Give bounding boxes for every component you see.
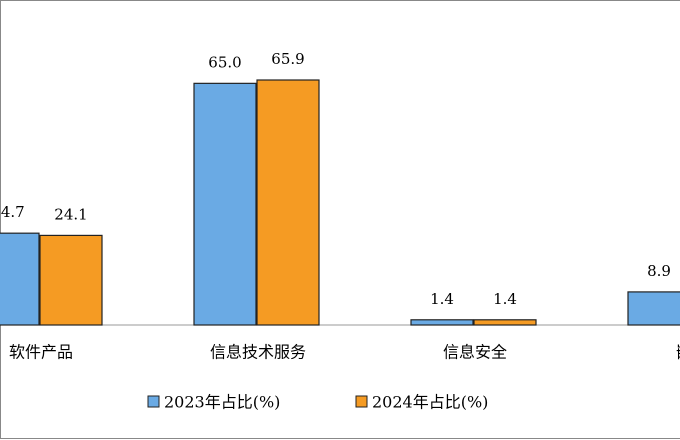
value-label: 1.4 bbox=[493, 290, 517, 308]
bar bbox=[473, 319, 537, 326]
bar bbox=[256, 79, 320, 326]
bar bbox=[0, 232, 40, 326]
value-label: 24.1 bbox=[54, 205, 87, 223]
legend-label: 2023年占比(%) bbox=[164, 393, 280, 412]
value-label: 24.7 bbox=[0, 203, 25, 221]
value-label: 65.0 bbox=[208, 53, 241, 71]
bar bbox=[39, 234, 103, 326]
bar bbox=[193, 82, 257, 326]
x-tick-label: 嵌入 bbox=[676, 343, 680, 362]
bar bbox=[410, 319, 474, 326]
value-label: 8.9 bbox=[647, 262, 671, 280]
legend-label: 2024年占比(%) bbox=[372, 393, 488, 412]
value-label: 65.9 bbox=[271, 50, 304, 68]
x-tick-label: 信息技术服务 bbox=[210, 343, 306, 362]
bar bbox=[627, 291, 680, 326]
legend-swatch bbox=[355, 395, 368, 408]
x-tick-label: 信息安全 bbox=[443, 343, 507, 362]
x-tick-label: 软件产品 bbox=[9, 343, 73, 362]
value-label: 1.4 bbox=[430, 290, 454, 308]
legend-swatch bbox=[147, 395, 160, 408]
